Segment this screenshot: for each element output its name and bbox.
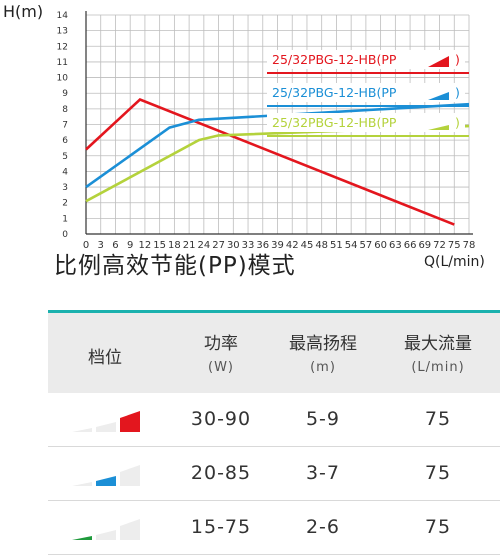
pump-curve-chart: 0 3 6 9 12 15 18 21 24 27 30 33 36 39 42 45 48 51 54 57 60 63… [3, 2, 485, 270]
header-head: 最高扬程 (m) [268, 329, 378, 375]
x-tick-label: 24 [197, 240, 210, 251]
x-tick-label: 36 [256, 240, 269, 251]
x-tick-label: 60 [374, 240, 387, 251]
chart-legend: 25/32PBG-12-HB(PP) 25/32PBG-12-HB(PP) 25/3… [267, 50, 469, 137]
series-line-1 [85, 97, 455, 226]
y-tick-label: 8 [62, 105, 68, 115]
x-tick-label: 9 [127, 240, 133, 251]
header-power: 功率 (W) [166, 329, 276, 375]
header-level-label: 档位 [88, 348, 122, 368]
chart-ticks: 0 3 6 9 12 15 18 21 24 27 30 33 36 39 42 45 48 51 54 57 60 63… [57, 11, 476, 251]
table-row: 20-85 3-7 75 [48, 447, 500, 501]
x-tick-label: 51 [330, 240, 343, 251]
legend-label: 25/32PBG-12-HB(PP [272, 85, 397, 100]
x-tick-label: 66 [404, 240, 417, 251]
legend-swatch [428, 125, 449, 130]
x-tick-label: 21 [183, 240, 196, 251]
table-row: 30-90 5-9 75 [48, 393, 500, 447]
legend-close-paren: ) [455, 52, 460, 67]
legend-bg [267, 83, 465, 102]
power-value: 30-90 [190, 408, 252, 430]
y-tick-label: 3 [62, 183, 68, 193]
y-tick-label: 7 [62, 121, 68, 131]
x-tick-label: 42 [286, 240, 299, 251]
header-power-label: 功率 [204, 334, 238, 354]
header-level: 档位 [70, 343, 140, 368]
x-tick-label: 0 [83, 240, 89, 251]
legend-bg [267, 113, 465, 132]
mode-title: 比例高效节能(PP)模式 [54, 253, 296, 279]
x-tick-label: 45 [301, 240, 314, 251]
legend-swatch [428, 56, 449, 67]
head-value: 2-6 [305, 516, 341, 538]
spec-table: 档位 功率 (W) 最高扬程 (m) 最大流量 (L/min) 30-90 5-… [48, 310, 500, 555]
y-tick-label: 12 [57, 42, 68, 52]
legend-label: 25/32PBG-12-HB(PP [272, 115, 397, 130]
legend-bg [267, 50, 465, 69]
y-tick-label: 2 [62, 199, 68, 209]
table-row: 15-75 2-6 75 [48, 501, 500, 555]
legend-label: 25/32PBG-12-HB(PP [272, 52, 397, 67]
x-axis-label: Q(L/min) [424, 254, 485, 270]
x-tick-label: 6 [112, 240, 118, 251]
table-header: 档位 功率 (W) 最高扬程 (m) 最大流量 (L/min) [48, 313, 500, 393]
x-tick-label: 75 [448, 240, 461, 251]
y-tick-label: 6 [62, 136, 68, 146]
header-head-label: 最高扬程 [289, 334, 357, 354]
chart-axes [85, 11, 473, 235]
y-tick-label: 1 [62, 214, 68, 224]
x-tick-label: 39 [271, 240, 284, 251]
x-tick-label: 48 [315, 240, 328, 251]
y-tick-label: 9 [62, 89, 68, 99]
x-tick-label: 54 [345, 240, 358, 251]
x-tick-label: 30 [227, 240, 240, 251]
header-head-unit: (m) [310, 360, 336, 375]
header-power-unit: (W) [208, 360, 234, 375]
level-3-icon [72, 411, 140, 432]
flow-value: 75 [424, 408, 452, 430]
y-tick-label: 11 [57, 58, 68, 68]
level-1-icon [72, 519, 140, 540]
y-tick-label: 5 [62, 152, 68, 162]
x-tick-label: 78 [463, 240, 476, 251]
y-tick-label: 13 [57, 27, 68, 37]
head-value: 5-9 [305, 408, 341, 430]
x-tick-label: 72 [433, 240, 446, 251]
flow-value: 75 [424, 516, 452, 538]
header-flow-label: 最大流量 [404, 334, 472, 354]
series-line-2 [85, 102, 470, 189]
table-top-rule [48, 310, 500, 313]
level-2-icon [72, 465, 140, 486]
x-tick-label: 3 [98, 240, 104, 251]
x-tick-label: 63 [389, 240, 402, 251]
x-tick-label: 18 [168, 240, 181, 251]
head-value: 3-7 [305, 462, 341, 484]
x-tick-label: 57 [360, 240, 373, 251]
y-tick-label: 10 [57, 74, 69, 84]
header-flow: 最大流量 (L/min) [378, 329, 498, 375]
x-tick-label: 12 [139, 240, 152, 251]
x-tick-label: 33 [242, 240, 255, 251]
header-flow-unit: (L/min) [411, 360, 465, 375]
y-tick-label: 4 [62, 167, 68, 177]
x-tick-label: 27 [212, 240, 225, 251]
flow-value: 75 [424, 462, 452, 484]
legend-swatch [428, 92, 449, 100]
legend-close-paren: ) [455, 115, 460, 130]
power-value: 20-85 [190, 462, 252, 484]
x-tick-label: 15 [153, 240, 166, 251]
power-value: 15-75 [190, 516, 252, 538]
y-tick-label: 0 [62, 230, 68, 240]
y-tick-label: 14 [57, 11, 69, 21]
legend-close-paren: ) [455, 85, 460, 100]
x-tick-label: 69 [418, 240, 431, 251]
y-axis-label: H(m) [3, 2, 43, 21]
